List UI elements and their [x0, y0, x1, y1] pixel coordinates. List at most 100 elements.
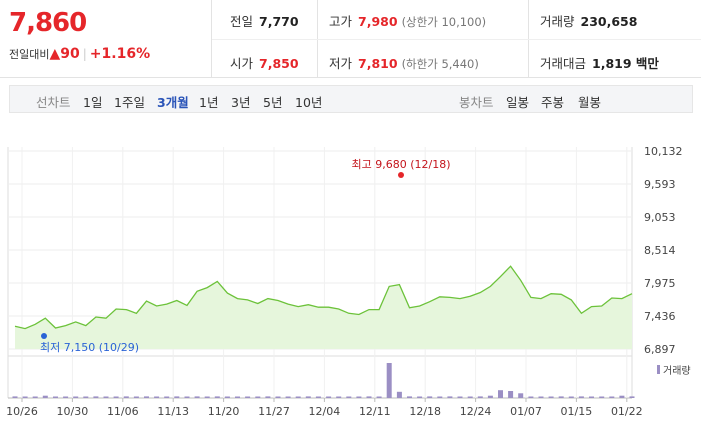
low-value: 7,810	[358, 56, 398, 71]
volume-bar	[184, 396, 190, 398]
volume-bar	[548, 396, 554, 398]
volume-bar	[144, 396, 149, 398]
volume-bar	[224, 396, 230, 398]
volume-bar	[235, 396, 240, 398]
period-3m[interactable]: 3개월	[157, 95, 189, 110]
volume-bar	[42, 395, 48, 398]
price-change: 전일대비▲90 | +1.16%	[9, 46, 150, 62]
volume-bar	[396, 391, 402, 398]
x-tick-label: 12/18	[409, 405, 441, 418]
volume-bar	[518, 393, 524, 398]
volume-bar	[336, 396, 342, 398]
volume-bar	[376, 396, 382, 398]
volume-bar	[578, 396, 584, 398]
period-1d[interactable]: 1일	[83, 95, 103, 110]
change-value: 90	[60, 46, 80, 62]
period-3y[interactable]: 3년	[231, 95, 251, 110]
volume-bar	[356, 396, 362, 398]
volume-bar	[103, 396, 109, 398]
volume-label: 거래량	[540, 14, 575, 29]
volume-bar	[315, 396, 321, 398]
prev-close-label: 전일	[230, 14, 254, 29]
volume-bar	[498, 390, 503, 398]
volume-bar	[568, 396, 574, 398]
prev-close-value: 7,770	[259, 14, 299, 29]
candle-daily[interactable]: 일봉	[506, 95, 530, 110]
volume-bar	[558, 396, 564, 398]
divider	[212, 39, 701, 40]
volume-bar	[346, 396, 352, 398]
volume-bar	[326, 396, 332, 398]
high-price: 고가 7,980 (상한가 10,100)	[329, 11, 486, 30]
x-tick-label: 11/13	[157, 405, 189, 418]
trade-value-value: 1,819 백만	[592, 56, 659, 71]
volume-bar	[599, 396, 605, 398]
volume-bar	[305, 396, 311, 398]
volume: 거래량 230,658	[540, 11, 637, 30]
volume-bar	[619, 395, 625, 398]
volume-bar	[589, 396, 594, 398]
volume-bar	[22, 396, 28, 398]
open-value: 7,850	[259, 56, 299, 71]
high-annotation: 최고 9,680 (12/18)	[351, 158, 450, 171]
volume-bar	[83, 396, 89, 398]
volume-bar	[437, 396, 443, 398]
volume-bar	[427, 396, 433, 398]
x-tick-label: 12/24	[460, 405, 492, 418]
volume-bar	[73, 396, 79, 398]
volume-bar	[214, 396, 220, 398]
open-price: 시가 7,850	[230, 53, 299, 72]
open-label: 시가	[230, 56, 254, 71]
volume-bar	[295, 396, 301, 398]
period-1w[interactable]: 1주일	[114, 95, 145, 110]
period-10y[interactable]: 10년	[295, 95, 323, 110]
high-label: 고가	[329, 14, 353, 29]
candle-monthly[interactable]: 월봉	[578, 95, 602, 110]
candle-chart-label: 봉차트	[459, 95, 494, 110]
volume-bar	[194, 396, 200, 398]
volume-bar	[285, 396, 291, 398]
stats-panel: 전일 7,770 고가 7,980 (상한가 10,100) 거래량 230,658 시…	[212, 0, 701, 78]
volume-bar	[133, 396, 139, 398]
y-tick-label: 6,897	[644, 343, 676, 356]
quote-header: 7,860 전일대비▲90 | +1.16% 전일 7,770 고가 7,980 (상한가…	[0, 0, 701, 78]
volume-bar	[123, 396, 129, 398]
volume-bar	[538, 396, 544, 398]
line-chart-label: 선차트	[36, 95, 71, 110]
volume-bar	[417, 396, 423, 398]
y-tick-label: 9,593	[644, 178, 676, 191]
candle-weekly[interactable]: 주봉	[541, 95, 565, 110]
volume-bar	[386, 363, 392, 398]
volume-bar	[366, 396, 372, 398]
x-tick-label: 11/06	[107, 405, 139, 418]
y-tick-label: 9,053	[644, 211, 676, 224]
volume-bar	[447, 396, 453, 398]
up-arrow-icon: ▲	[49, 46, 61, 62]
volume-bar	[629, 396, 635, 398]
price-line	[14, 265, 633, 330]
trade-value-label: 거래대금	[540, 56, 587, 71]
volume-bar	[487, 395, 493, 398]
price-chart[interactable]: 10,132 9,593 9,053 8,514 7,975 7,436 6,897 10/2…	[0, 120, 701, 430]
volume-bar	[407, 396, 412, 398]
volume-legend-swatch	[657, 365, 660, 374]
divider: |	[82, 47, 87, 61]
volume-bar	[457, 396, 463, 398]
x-tick-label: 10/30	[57, 405, 89, 418]
x-tick-label: 10/26	[6, 405, 38, 418]
volume-bar	[467, 396, 473, 398]
volume-bar	[164, 396, 170, 398]
period-1y[interactable]: 1년	[199, 95, 219, 110]
change-label: 전일대비	[9, 48, 50, 61]
x-tick-label: 12/11	[359, 405, 391, 418]
period-5y[interactable]: 5년	[263, 95, 283, 110]
current-price: 7,860	[9, 8, 87, 38]
change-percent: +1.16%	[89, 46, 151, 62]
y-tick-label: 7,436	[644, 310, 676, 323]
volume-bar	[265, 396, 271, 398]
volume-bar	[477, 396, 483, 398]
lower-limit: (하한가 5,440)	[401, 57, 479, 71]
y-tick-label: 10,132	[644, 145, 683, 158]
volume-bar	[113, 396, 119, 398]
x-tick-label: 01/15	[561, 405, 593, 418]
